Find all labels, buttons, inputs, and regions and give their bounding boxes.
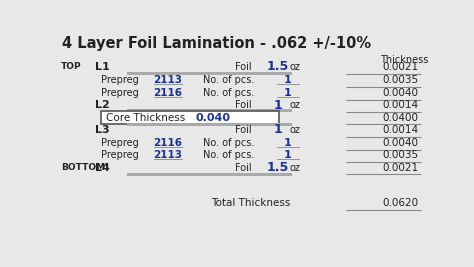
Text: Foil: Foil: [235, 125, 251, 135]
Text: 0.0400: 0.0400: [382, 112, 418, 123]
Text: oz: oz: [290, 163, 301, 172]
Text: Prepreg: Prepreg: [101, 138, 139, 148]
Text: 0.040: 0.040: [196, 112, 231, 123]
Text: L1: L1: [95, 62, 109, 72]
Text: 0.0040: 0.0040: [382, 88, 418, 98]
Text: BOTTOM: BOTTOM: [61, 163, 105, 172]
Text: Thickness: Thickness: [380, 55, 428, 65]
Text: Prepreg: Prepreg: [101, 88, 139, 98]
Text: 2113: 2113: [153, 150, 182, 160]
Bar: [128, 109, 292, 112]
Text: Core Thickness: Core Thickness: [106, 112, 185, 123]
Text: Foil: Foil: [235, 62, 251, 72]
Text: oz: oz: [290, 125, 301, 135]
Bar: [128, 173, 292, 176]
Text: 0.0021: 0.0021: [382, 62, 419, 72]
Text: oz: oz: [290, 100, 301, 110]
Text: 0.0014: 0.0014: [382, 100, 419, 110]
Text: 1.5: 1.5: [267, 60, 289, 73]
Text: 0.0014: 0.0014: [382, 125, 419, 135]
Text: No. of pcs.: No. of pcs.: [202, 88, 254, 98]
Text: L4: L4: [95, 163, 110, 172]
Text: 0.0620: 0.0620: [382, 198, 419, 208]
Text: Total Thickness: Total Thickness: [211, 198, 290, 208]
Text: No. of pcs.: No. of pcs.: [202, 138, 254, 148]
Text: 4 Layer Foil Lamination - .062 +/-10%: 4 Layer Foil Lamination - .062 +/-10%: [63, 36, 372, 51]
Text: Foil: Foil: [235, 163, 251, 172]
Text: Prepreg: Prepreg: [101, 75, 139, 85]
Text: No. of pcs.: No. of pcs.: [202, 150, 254, 160]
Text: oz: oz: [290, 62, 301, 72]
Text: 1: 1: [284, 88, 292, 98]
Text: L2: L2: [95, 100, 109, 110]
Text: 2113: 2113: [153, 75, 182, 85]
Text: 2116: 2116: [153, 88, 182, 98]
Text: TOP: TOP: [61, 62, 82, 71]
Text: 0.0040: 0.0040: [382, 138, 418, 148]
Text: 0.0021: 0.0021: [382, 163, 419, 172]
Text: 0.0035: 0.0035: [382, 75, 419, 85]
Bar: [101, 111, 279, 124]
Bar: [128, 123, 292, 126]
Text: 0.0035: 0.0035: [382, 150, 419, 160]
Text: No. of pcs.: No. of pcs.: [202, 75, 254, 85]
Text: Foil: Foil: [235, 100, 251, 110]
Text: 1: 1: [273, 123, 282, 136]
Text: 2116: 2116: [153, 138, 182, 148]
Text: 1: 1: [284, 75, 292, 85]
Text: L3: L3: [95, 125, 109, 135]
Text: 1.5: 1.5: [267, 161, 289, 174]
Text: Prepreg: Prepreg: [101, 150, 139, 160]
Text: 1: 1: [273, 99, 282, 112]
Text: 1: 1: [284, 138, 292, 148]
Bar: [128, 72, 292, 75]
Text: 1: 1: [284, 150, 292, 160]
